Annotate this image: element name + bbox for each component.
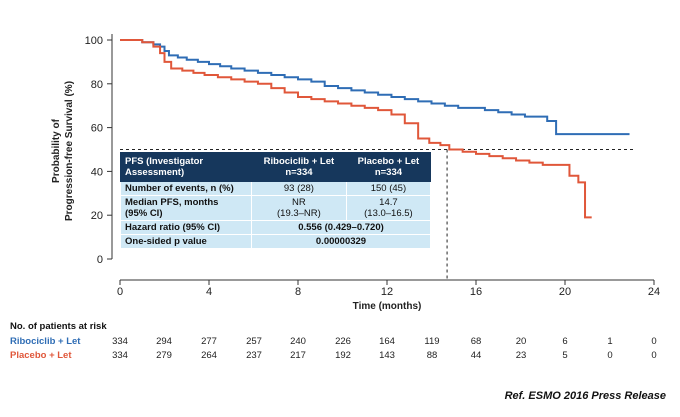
x-axis-label: Time (months) [353,301,422,312]
p-value: 0.00000329 [251,234,431,249]
table-row: Number of events, n (%) 93 (28) 150 (45) [120,181,432,196]
risk-row-placebo: Placebo + Let 334 279 264 237 217 192 143 88 44 2… [10,350,675,362]
header-text: Ribociclib + Let [263,156,335,167]
risk-count: 279 [156,350,172,361]
header-text: n=334 [374,167,403,178]
risk-count: 44 [470,350,482,361]
table-header-placebo: Placebo + Let n=334 [345,152,432,182]
risk-row-ribociclib: Ribociclib + Let 334 294 277 257 240 226 164 11… [10,336,675,348]
risk-row-label: Placebo + Let [10,350,72,361]
row-label-median: Median PFS, months (95% CI) [120,195,252,221]
y-axis-label-line2: Progression-free Survival (%) [64,81,75,221]
cell-text: NR [292,197,306,208]
hazard-ratio-value: 0.556 (0.429–0.720) [251,220,431,235]
header-text: Placebo + Let [357,156,420,167]
x-tick-label: 16 [470,286,482,298]
x-tick-label: 4 [206,286,212,298]
events-ribociclib: 93 (28) [251,181,347,196]
cell-text: (13.0–16.5) [364,208,413,219]
y-tick-label: 60 [91,123,103,135]
y-axis-label-line1: Probability of [51,118,62,183]
placebo-survival-curve [120,39,592,219]
y-tick-label: 0 [97,254,103,266]
cell-text: Median PFS, months [125,197,219,208]
header-text: n=334 [285,167,313,178]
risk-count: 257 [246,336,262,347]
median-placebo: 14.7 (13.0–16.5) [345,195,432,221]
risk-count: 0 [607,350,613,361]
risk-count: 88 [426,350,438,361]
risk-count: 294 [156,336,172,347]
table-header-row: PFS (Investigator Assessment) Ribociclib… [120,152,432,182]
risk-count: 143 [379,350,395,361]
table-header-pfs: PFS (Investigator Assessment) [120,152,252,182]
row-label-hazard-ratio: Hazard ratio (95% CI) [120,220,252,235]
y-tick-label: 100 [85,35,103,47]
risk-count: 192 [335,350,351,361]
cell-text: (95% CI) [125,208,163,219]
risk-count: 0 [651,350,657,361]
risk-count: 23 [515,350,527,361]
reference-note: Ref. ESMO 2016 Press Release [504,390,666,402]
risk-count: 5 [562,350,568,361]
table-row: Median PFS, months (95% CI) NR (19.3–NR)… [120,195,432,221]
risk-count: 240 [290,336,306,347]
table-header-ribociclib: Ribociclib + Let n=334 [251,152,347,182]
x-tick-label: 8 [295,286,301,298]
row-label-p-value: One-sided p value [120,234,252,249]
risk-table-title: No. of patients at risk [10,321,107,332]
x-tick-label: 24 [648,286,660,298]
risk-count: 334 [112,350,128,361]
ribociclib-survival-curve [120,39,630,136]
chart-curves [120,39,630,219]
table-row: One-sided p value 0.00000329 [120,234,431,249]
cell-text: (19.3–NR) [277,208,321,219]
events-placebo: 150 (45) [345,181,432,196]
chart-axes: 0 20 40 60 80 100 0 4 8 12 16 20 24 [85,34,660,298]
risk-count: 217 [290,350,306,361]
risk-count: 0 [651,336,657,347]
risk-count: 1 [607,336,613,347]
cell-text: 14.7 [379,197,398,208]
y-tick-label: 80 [91,79,103,91]
risk-count: 6 [562,336,568,347]
risk-count: 334 [112,336,128,347]
risk-count: 119 [424,336,440,347]
x-tick-label: 20 [559,286,571,298]
x-tick-label: 12 [381,286,393,298]
median-ribociclib: NR (19.3–NR) [251,195,347,221]
header-text: PFS (Investigator [125,156,204,167]
risk-count: 277 [201,336,217,347]
risk-count: 68 [470,336,482,347]
risk-count: 237 [246,350,262,361]
risk-count: 226 [335,336,351,347]
risk-count: 20 [515,336,527,347]
risk-row-label: Ribociclib + Let [10,336,81,347]
x-tick-label: 0 [117,286,123,298]
pfs-summary-table: PFS (Investigator Assessment) Ribociclib… [120,152,432,249]
y-tick-label: 20 [91,210,103,222]
header-text: Assessment) [125,167,185,178]
risk-count: 264 [201,350,217,361]
row-label-events: Number of events, n (%) [120,181,252,196]
risk-count: 164 [379,336,395,347]
table-row: Hazard ratio (95% CI) 0.556 (0.429–0.720… [120,220,431,235]
y-tick-label: 40 [91,166,103,178]
